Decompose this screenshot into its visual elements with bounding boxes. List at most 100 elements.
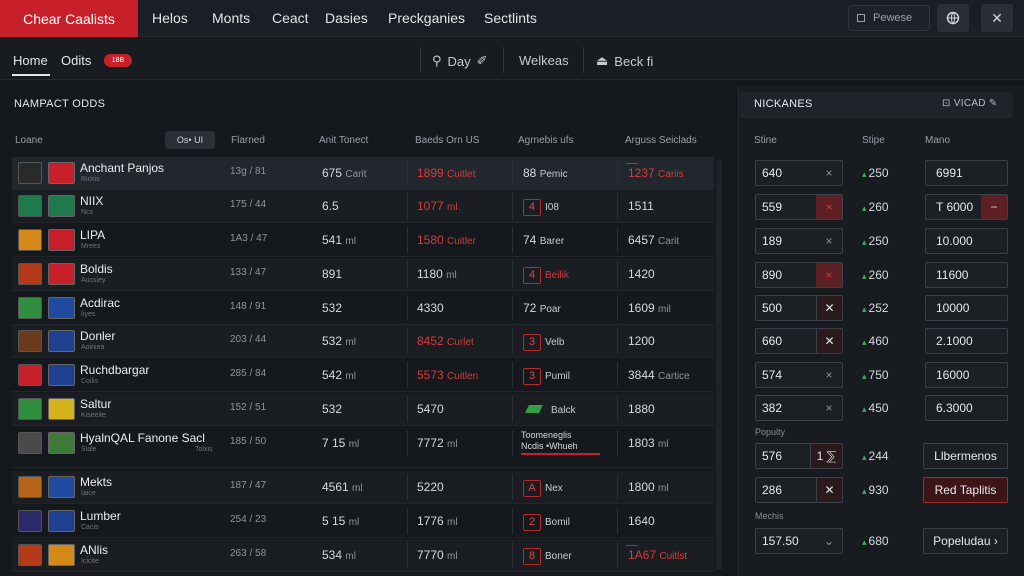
column-header[interactable]: Loane [15, 135, 43, 146]
nav-link-preckganies[interactable]: Preckganies [388, 10, 466, 26]
nav-link-ceact[interactable]: Ceact [272, 10, 309, 26]
stine-input[interactable]: 660 ✕ [755, 328, 843, 354]
table-row[interactable]: ANlis Icicite 263 / 58 534 ml 7770 ml 8 Boner 1… [12, 539, 714, 572]
table-row[interactable]: Ruchdbargar Coilis 285 / 84 542 ml 5573 Cuit… [12, 359, 714, 392]
filter-day[interactable]: ⚲ Day ✐ [432, 53, 488, 69]
team-name[interactable]: NIIX [80, 194, 104, 208]
stine-input[interactable]: 500 ✕ [755, 295, 843, 321]
mano-input[interactable]: 11600 [925, 262, 1008, 288]
divider [617, 160, 618, 186]
dropdown-select[interactable]: 157.50 ⌄ [755, 528, 843, 554]
tab-home[interactable]: Home [12, 53, 50, 76]
clear-icon[interactable]: × [816, 195, 842, 219]
stine-input[interactable]: 559 × [755, 194, 843, 220]
clear-icon[interactable]: × [825, 368, 833, 382]
mano-input[interactable]: T 6000− [925, 194, 1008, 220]
table-row[interactable]: Anchant Panjos Rickis 13g / 81 675 Carit 189… [12, 157, 714, 190]
tab-odits[interactable]: Odits [61, 53, 92, 68]
team-name[interactable]: Saltur [80, 397, 112, 411]
nav-link-sectlints[interactable]: Sectlints [484, 10, 537, 26]
team-name[interactable]: HyalnQAL Fanone Sacl [80, 431, 205, 445]
column-header[interactable]: Anit Tonect [319, 135, 369, 146]
clear-icon[interactable]: × [825, 166, 833, 180]
table-row[interactable]: NIIX Ncs 175 / 44 6.5 1077 ml. 4 I08 1511 [12, 190, 714, 223]
ratio-cell: 254 / 23 [230, 514, 267, 525]
team-logo-icon [18, 432, 42, 454]
table-row[interactable]: HyalnQAL Fanone Sacl Siale Tolxis 185 / 50 7… [12, 427, 714, 468]
stipe-value-text: 260 [868, 200, 889, 214]
stine-input[interactable]: 382 × [755, 395, 843, 421]
table-row[interactable]: Saltur Kiseeite 152 / 51 532 5470 Balck 1880 [12, 393, 714, 426]
table-row[interactable]: Lumber Cacis 254 / 23 5 15 ml 1776 ml 2 Bomil 1… [12, 505, 714, 538]
column-header[interactable]: Flarned [231, 135, 265, 146]
column-header[interactable]: Arguss Seiclads [625, 135, 697, 146]
clear-icon[interactable]: × [825, 234, 833, 248]
rank-label: I08 [545, 202, 559, 213]
popeludau-button[interactable]: Popeludau › [923, 528, 1008, 554]
mano-input[interactable]: 2.1000 [925, 328, 1008, 354]
divider [617, 193, 618, 219]
clear-icon[interactable]: ✕ [816, 329, 842, 353]
side-panel-action[interactable]: ⊡ VICAD ✎ [942, 98, 998, 109]
team-name[interactable]: Ruchdbargar [80, 363, 150, 377]
red-taplitis-button[interactable]: Red Taplitis [923, 477, 1008, 503]
clear-icon[interactable]: × [825, 401, 833, 415]
mano-input[interactable]: 10.000 [925, 228, 1008, 254]
team-subtitle: Kiseeite [81, 412, 106, 419]
stine-input[interactable]: 890 × [755, 262, 843, 288]
mixed-icon[interactable]: 1 ⅀ [810, 444, 842, 468]
value-number: 4561 [322, 480, 349, 494]
close-button[interactable]: ✕ [981, 4, 1013, 32]
mano-input[interactable]: 6.3000 [925, 395, 1008, 421]
stine-input[interactable]: 574 × [755, 362, 843, 388]
filter-back[interactable]: ⏏ Beck fi [596, 53, 653, 69]
team-name[interactable]: Lumber [80, 509, 121, 523]
bet-unit: ml [447, 517, 458, 528]
stine-input[interactable]: 640 × [755, 160, 843, 186]
team-name[interactable]: Acdirac [80, 296, 121, 310]
value-input[interactable]: 576 1 ⅀ [755, 443, 843, 469]
table-row[interactable]: Donler Aoiniea 203 / 44 532 ml 8452 Curlet 3 V… [12, 325, 714, 358]
brand-logo[interactable]: Chear Caalists [0, 0, 138, 37]
llbermenos-button[interactable]: Llbermenos [923, 443, 1008, 469]
bet-cell: 1899 Cuitlet [417, 166, 475, 180]
nav-link-monts[interactable]: Monts [212, 10, 251, 26]
column-header[interactable]: Baeds Orn US [415, 135, 480, 146]
table-row[interactable]: Acdirac Iiyes 148 / 91 532 4330 72 Poar 1609… [12, 292, 714, 325]
team-name[interactable]: LIPA [80, 228, 106, 242]
column-header[interactable]: Agrnebis ufs [518, 135, 574, 146]
filter-welkeas[interactable]: Welkeas [519, 53, 569, 68]
mano-input[interactable]: 16000 [925, 362, 1008, 388]
globe-button[interactable] [937, 4, 969, 32]
team-name[interactable]: Mekts [80, 475, 113, 489]
stine-input[interactable]: 189 × [755, 228, 843, 254]
team-name[interactable]: Donler [80, 329, 116, 343]
table-row[interactable]: Mekts Iaice 187 / 47 4561 ml 5220 A Nex 1800 m… [12, 471, 714, 504]
clear-icon[interactable]: × [816, 263, 842, 287]
nav-link-dasies[interactable]: Dasies [325, 10, 368, 26]
team-name[interactable]: Anchant Panjos [80, 161, 165, 175]
close-icon[interactable]: ✕ [816, 478, 842, 502]
search-button[interactable]: Pewese [848, 5, 930, 31]
divider [617, 430, 618, 456]
bet-cell: 1776 ml [417, 514, 458, 528]
table-row[interactable]: LIPA Mreez 1A3 / 47 541 ml 1580 Cuitler 74 Ba… [12, 224, 714, 257]
scrollbar[interactable] [716, 160, 722, 570]
value-input[interactable]: 286 ✕ [755, 477, 843, 503]
team-name[interactable]: ANlis [80, 543, 109, 557]
up-arrow-icon: ▴ [862, 486, 867, 496]
minus-icon[interactable]: − [981, 195, 1007, 219]
clear-icon[interactable]: ✕ [816, 296, 842, 320]
team-name[interactable]: Boldis [80, 262, 113, 276]
flag-icon [48, 162, 75, 184]
mano-input[interactable]: 6991 [925, 160, 1008, 186]
divider [617, 328, 618, 354]
stipe-value-text: 680 [868, 534, 889, 548]
table-row[interactable]: Boldis Aucsiey 133 / 47 891 1180 ml 4 Beilik 1… [12, 258, 714, 291]
filter-chip[interactable]: Os• UI [165, 131, 215, 149]
divider [512, 160, 513, 186]
team-subtitle: Siale [81, 446, 97, 453]
mano-input[interactable]: 10000 [925, 295, 1008, 321]
rank-label: Barer [539, 236, 565, 247]
nav-link-helos[interactable]: Helos [152, 10, 188, 26]
